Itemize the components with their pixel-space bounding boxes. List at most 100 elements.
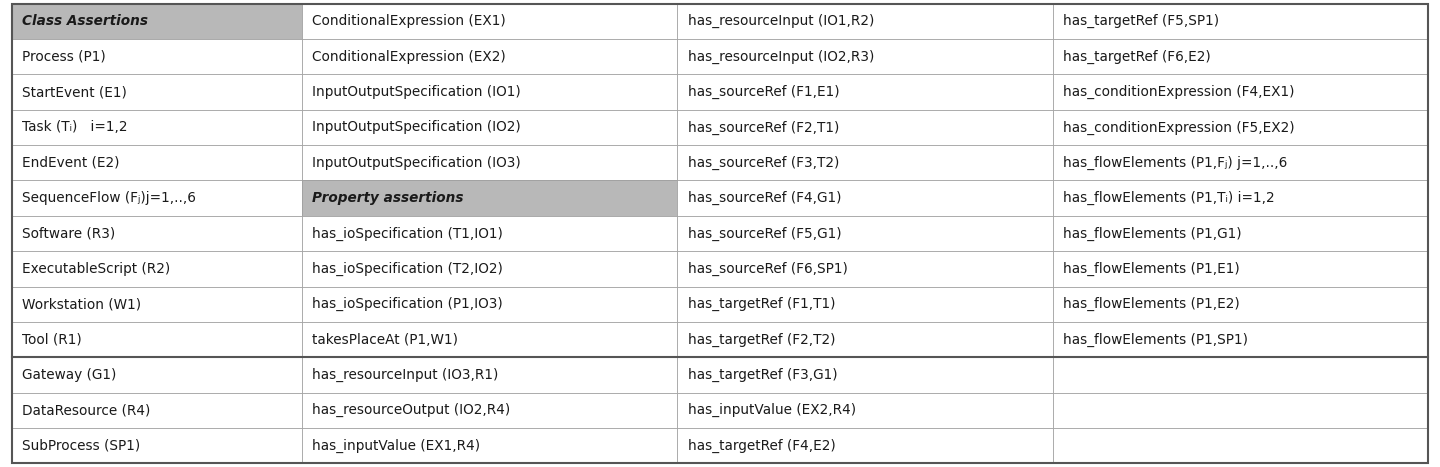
Text: has_flowElements (P1,E2): has_flowElements (P1,E2) [1063, 297, 1240, 311]
Bar [1053, 393, 1428, 428]
Text: Class Assertions: Class Assertions [22, 14, 147, 28]
Text: has_ioSpecification (P1,IO3): has_ioSpecification (P1,IO3) [312, 297, 503, 311]
Bar [1053, 4, 1428, 39]
Text: has_sourceRef (F2,T1): has_sourceRef (F2,T1) [687, 120, 840, 134]
Bar [12, 180, 302, 216]
Bar [677, 251, 1053, 287]
Text: Property assertions: Property assertions [312, 191, 464, 205]
Bar [677, 393, 1053, 428]
Text: has_flowElements (P1,G1): has_flowElements (P1,G1) [1063, 226, 1241, 241]
Bar [302, 4, 677, 39]
Bar [302, 145, 677, 180]
Text: has_inputValue (EX1,R4): has_inputValue (EX1,R4) [312, 439, 480, 453]
Bar [1053, 357, 1428, 393]
Text: has_targetRef (F5,SP1): has_targetRef (F5,SP1) [1063, 14, 1220, 28]
Text: has_sourceRef (F4,G1): has_sourceRef (F4,G1) [687, 191, 841, 205]
Bar [677, 145, 1053, 180]
Bar [1053, 180, 1428, 216]
Text: takesPlaceAt (P1,W1): takesPlaceAt (P1,W1) [312, 333, 458, 347]
Bar [12, 4, 302, 39]
Bar [302, 39, 677, 74]
Bar [12, 39, 302, 74]
Bar [677, 4, 1053, 39]
Bar [302, 251, 677, 287]
Bar [1053, 216, 1428, 251]
Bar [302, 216, 677, 251]
Text: InputOutputSpecification (IO2): InputOutputSpecification (IO2) [312, 120, 521, 134]
Bar [677, 287, 1053, 322]
Text: has_ioSpecification (T1,IO1): has_ioSpecification (T1,IO1) [312, 226, 503, 241]
Bar [12, 393, 302, 428]
Bar [677, 110, 1053, 145]
Bar [302, 180, 677, 216]
Bar [1053, 145, 1428, 180]
Bar [1053, 251, 1428, 287]
Text: has_flowElements (P1,SP1): has_flowElements (P1,SP1) [1063, 333, 1248, 347]
Text: has_targetRef (F2,T2): has_targetRef (F2,T2) [687, 333, 835, 347]
Bar [677, 216, 1053, 251]
Text: EndEvent (E2): EndEvent (E2) [22, 156, 120, 170]
Text: InputOutputSpecification (IO3): InputOutputSpecification (IO3) [312, 156, 521, 170]
Bar [1053, 39, 1428, 74]
Text: has_flowElements (P1,E1): has_flowElements (P1,E1) [1063, 262, 1240, 276]
Text: InputOutputSpecification (IO1): InputOutputSpecification (IO1) [312, 85, 521, 99]
Text: has_flowElements (P1,Tᵢ) i=1,2: has_flowElements (P1,Tᵢ) i=1,2 [1063, 191, 1274, 205]
Text: has_flowElements (P1,Fⱼ) j=1,..,6: has_flowElements (P1,Fⱼ) j=1,..,6 [1063, 156, 1287, 170]
Bar [677, 39, 1053, 74]
Text: DataResource (R4): DataResource (R4) [22, 403, 150, 417]
Bar [12, 74, 302, 110]
Text: has_resourceInput (IO2,R3): has_resourceInput (IO2,R3) [687, 50, 874, 64]
Bar [677, 357, 1053, 393]
Text: has_targetRef (F4,E2): has_targetRef (F4,E2) [687, 439, 835, 453]
Text: has_sourceRef (F5,G1): has_sourceRef (F5,G1) [687, 226, 841, 241]
Bar [12, 357, 302, 393]
Bar [12, 216, 302, 251]
Bar [12, 110, 302, 145]
Text: ExecutableScript (R2): ExecutableScript (R2) [22, 262, 170, 276]
Text: has_sourceRef (F3,T2): has_sourceRef (F3,T2) [687, 156, 840, 170]
Text: Software (R3): Software (R3) [22, 226, 115, 241]
Text: Gateway (G1): Gateway (G1) [22, 368, 117, 382]
Text: Tool (R1): Tool (R1) [22, 333, 81, 347]
Text: has_conditionExpression (F5,EX2): has_conditionExpression (F5,EX2) [1063, 120, 1295, 134]
Bar [302, 110, 677, 145]
Bar [1053, 428, 1428, 463]
Bar [302, 357, 677, 393]
Bar [12, 322, 302, 357]
Text: SubProcess (SP1): SubProcess (SP1) [22, 439, 140, 453]
Bar [302, 322, 677, 357]
Text: has_inputValue (EX2,R4): has_inputValue (EX2,R4) [687, 403, 855, 417]
Bar [12, 145, 302, 180]
Text: has_sourceRef (F1,E1): has_sourceRef (F1,E1) [687, 85, 840, 99]
Bar [1053, 110, 1428, 145]
Bar [677, 180, 1053, 216]
Bar [1053, 322, 1428, 357]
Bar [677, 428, 1053, 463]
Text: has_targetRef (F1,T1): has_targetRef (F1,T1) [687, 297, 835, 311]
Bar [12, 428, 302, 463]
Text: ConditionalExpression (EX2): ConditionalExpression (EX2) [312, 50, 505, 64]
Text: ConditionalExpression (EX1): ConditionalExpression (EX1) [312, 14, 505, 28]
Bar [677, 74, 1053, 110]
Text: has_sourceRef (F6,SP1): has_sourceRef (F6,SP1) [687, 262, 848, 276]
Bar [302, 287, 677, 322]
Bar [12, 251, 302, 287]
Bar [302, 393, 677, 428]
Bar [302, 428, 677, 463]
Text: has_conditionExpression (F4,EX1): has_conditionExpression (F4,EX1) [1063, 85, 1295, 99]
Text: has_resourceOutput (IO2,R4): has_resourceOutput (IO2,R4) [312, 403, 510, 417]
Text: Process (P1): Process (P1) [22, 50, 105, 64]
Bar [677, 322, 1053, 357]
Bar [1053, 74, 1428, 110]
Bar [1053, 287, 1428, 322]
Text: SequenceFlow (Fⱼ)j=1,..,6: SequenceFlow (Fⱼ)j=1,..,6 [22, 191, 196, 205]
Text: has_resourceInput (IO3,R1): has_resourceInput (IO3,R1) [312, 368, 498, 382]
Text: Workstation (W1): Workstation (W1) [22, 297, 141, 311]
Text: has_targetRef (F3,G1): has_targetRef (F3,G1) [687, 368, 837, 382]
Text: has_targetRef (F6,E2): has_targetRef (F6,E2) [1063, 50, 1211, 64]
Text: StartEvent (E1): StartEvent (E1) [22, 85, 127, 99]
Text: has_ioSpecification (T2,IO2): has_ioSpecification (T2,IO2) [312, 262, 503, 276]
Bar [302, 74, 677, 110]
Bar [12, 287, 302, 322]
Text: has_resourceInput (IO1,R2): has_resourceInput (IO1,R2) [687, 14, 874, 28]
